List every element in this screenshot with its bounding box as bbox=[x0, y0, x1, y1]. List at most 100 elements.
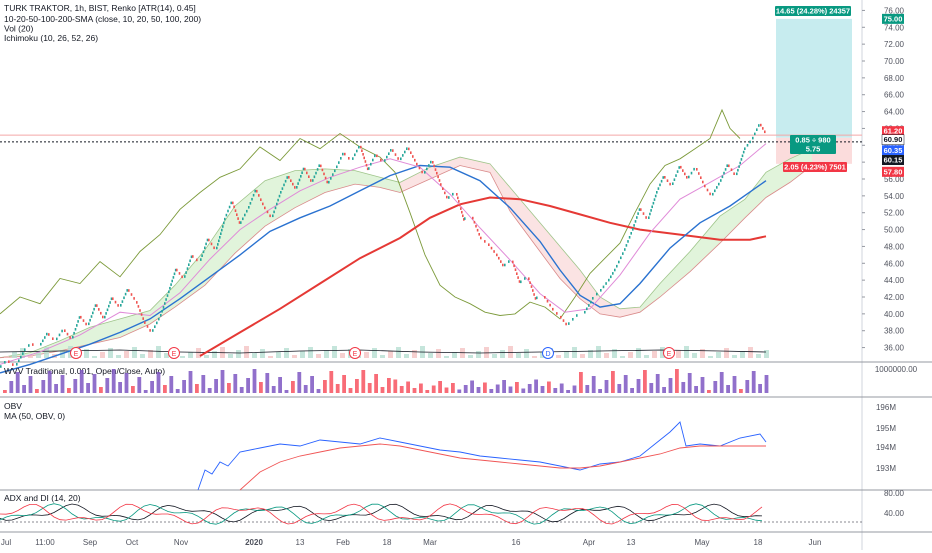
stop-label-box bbox=[783, 162, 847, 172]
renko-brick bbox=[513, 264, 515, 268]
renko-brick bbox=[76, 324, 78, 327]
wvv-bar bbox=[758, 384, 762, 393]
wvv-bar bbox=[355, 379, 359, 393]
wvv-bar bbox=[137, 377, 142, 393]
renko-brick bbox=[58, 333, 61, 337]
wvv-bar bbox=[150, 381, 154, 393]
renko-brick bbox=[682, 169, 684, 172]
wvv-bar bbox=[463, 385, 468, 393]
wvv-bar bbox=[105, 378, 110, 393]
renko-brick bbox=[456, 193, 458, 196]
renko-brick bbox=[110, 297, 113, 301]
volume-bar bbox=[4, 356, 9, 358]
wvv-bar bbox=[483, 382, 487, 393]
renko-brick bbox=[534, 297, 537, 300]
ichimoku-lagging-line bbox=[0, 108, 741, 320]
obv-tick-label: 195M bbox=[876, 424, 896, 433]
renko-brick bbox=[517, 276, 519, 279]
renko-brick bbox=[213, 246, 215, 250]
wvv-bar bbox=[227, 383, 231, 393]
volume-bar bbox=[164, 353, 169, 358]
renko-brick bbox=[437, 175, 439, 179]
renko-brick bbox=[638, 208, 641, 211]
renko-brick bbox=[96, 304, 98, 307]
renko-brick bbox=[678, 166, 680, 169]
wvv-bar bbox=[534, 379, 538, 393]
renko-brick bbox=[185, 271, 187, 274]
wvv-bar bbox=[559, 383, 564, 393]
renko-brick bbox=[512, 260, 514, 264]
renko-brick bbox=[165, 298, 167, 301]
volume-bar bbox=[204, 355, 209, 358]
renko-brick bbox=[297, 182, 299, 185]
renko-brick bbox=[758, 124, 760, 127]
renko-brick bbox=[238, 221, 241, 224]
renko-brick bbox=[546, 299, 549, 303]
renko-brick bbox=[549, 303, 551, 307]
time-tick-label: 13 bbox=[627, 538, 636, 547]
renko-brick bbox=[478, 233, 480, 236]
wvv-bar bbox=[297, 372, 302, 393]
wvv-bar bbox=[201, 375, 206, 393]
wvv-bar bbox=[348, 388, 353, 393]
volume-bar bbox=[724, 348, 729, 358]
wvv-bar bbox=[406, 381, 410, 393]
renko-brick bbox=[724, 168, 727, 171]
event-marker bbox=[168, 347, 180, 359]
renko-brick bbox=[675, 174, 677, 177]
renko-brick bbox=[298, 178, 301, 182]
wvv-bar bbox=[374, 374, 378, 393]
renko-brick bbox=[721, 175, 724, 179]
renko-brick bbox=[256, 189, 258, 193]
renko-brick bbox=[146, 325, 149, 328]
renko-brick bbox=[278, 194, 281, 198]
renko-brick bbox=[281, 187, 284, 190]
renko-brick bbox=[700, 176, 702, 179]
price-tag-label: 57.80 bbox=[884, 167, 903, 176]
renko-brick bbox=[318, 164, 320, 167]
volume-bar bbox=[652, 351, 657, 358]
cloud-green-2 bbox=[640, 148, 812, 313]
renko-brick bbox=[20, 355, 22, 359]
renko-brick bbox=[228, 205, 231, 209]
wvv-bar bbox=[732, 376, 737, 393]
renko-brick bbox=[234, 209, 237, 212]
renko-brick bbox=[277, 198, 279, 202]
renko-brick bbox=[296, 186, 298, 189]
wvv-bar bbox=[163, 385, 167, 393]
wvv-bar bbox=[412, 388, 417, 393]
time-tick-label: Apr bbox=[583, 538, 596, 547]
renko-brick bbox=[459, 203, 461, 207]
event-marker-label: E bbox=[667, 351, 672, 358]
renko-brick bbox=[186, 267, 189, 270]
renko-brick bbox=[288, 176, 290, 179]
renko-brick bbox=[82, 319, 85, 322]
time-tick-label: Jul bbox=[1, 538, 11, 547]
volume-bar bbox=[740, 351, 745, 358]
renko-brick bbox=[628, 236, 631, 239]
renko-brick bbox=[650, 209, 652, 212]
renko-brick bbox=[108, 304, 110, 308]
renko-brick bbox=[273, 210, 275, 214]
renko-brick bbox=[242, 217, 244, 221]
price-tick-label: 72.00 bbox=[884, 40, 905, 49]
renko-brick bbox=[224, 217, 226, 221]
volume-bar bbox=[596, 346, 601, 358]
volume-bar bbox=[732, 355, 737, 358]
wvv-bar bbox=[79, 370, 84, 393]
wvv-bar bbox=[476, 387, 481, 393]
target-label-text: 14.65 (24.28%) 24357 bbox=[776, 7, 850, 16]
renko-brick bbox=[201, 254, 203, 257]
renko-brick bbox=[386, 155, 388, 159]
price-tick-label: 74.00 bbox=[884, 23, 905, 32]
adx-line bbox=[0, 503, 763, 523]
renko-brick bbox=[366, 167, 369, 171]
renko-brick bbox=[362, 153, 364, 156]
renko-brick bbox=[46, 332, 48, 336]
cloud-lower-line bbox=[0, 165, 813, 359]
renko-brick bbox=[368, 167, 370, 170]
renko-brick bbox=[142, 317, 144, 320]
wvv-bar bbox=[457, 389, 462, 393]
renko-brick bbox=[472, 216, 474, 220]
chart-title: TURK TRAKTOR, 1h, BIST, Renko [ATR(14), … bbox=[4, 3, 196, 13]
